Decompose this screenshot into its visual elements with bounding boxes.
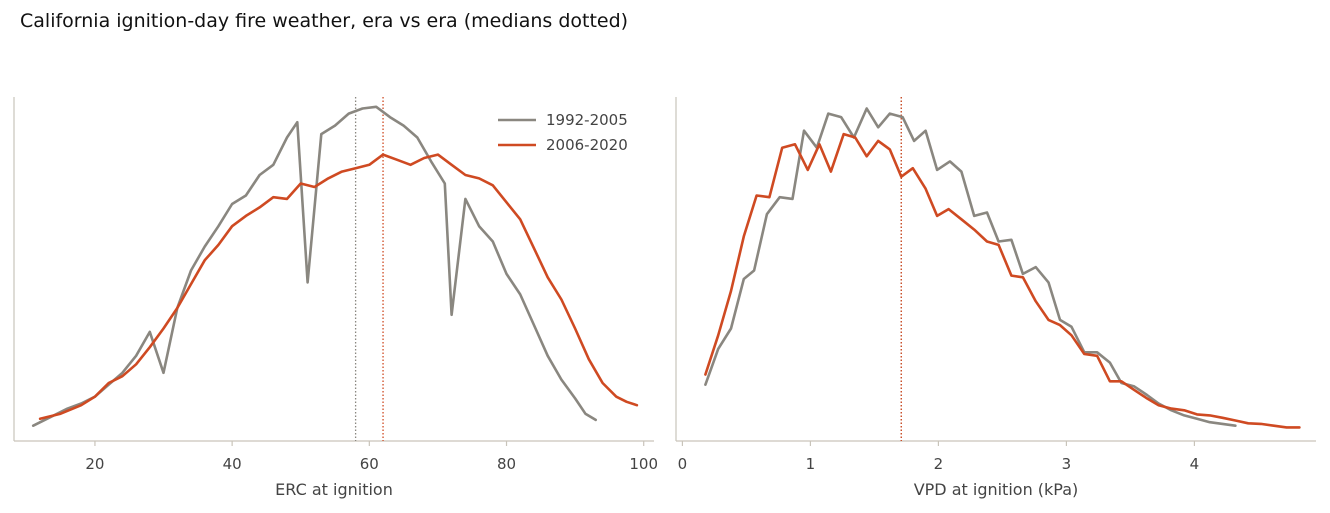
- legend-label-1992-2005: 1992-2005: [546, 111, 628, 129]
- vpd-series-line-1992-2005: [704, 107, 1237, 428]
- legend-label-2006-2020: 2006-2020: [546, 136, 628, 154]
- vpd-x-tick-label: 3: [1062, 455, 1072, 473]
- erc-series-line-2006-2020: [38, 153, 639, 421]
- vpd-x-axis-label: VPD at ignition (kPa): [914, 480, 1079, 499]
- erc-x-ticks: 20 40 60 80 100: [85, 441, 658, 473]
- vpd-x-tick-label: 2: [934, 455, 944, 473]
- erc-series-line-1992-2005: [31, 105, 598, 428]
- erc-x-tick-label: 20: [85, 455, 104, 473]
- erc-median-lines: [354, 97, 384, 441]
- figure-title: California ignition-day fire weather, er…: [20, 10, 629, 32]
- erc-panel: 20 40 60 80 100 ERC at ignition 1992-2005 20…: [13, 97, 658, 499]
- erc-series-lines: [31, 105, 639, 428]
- vpd-series-lines: [704, 107, 1301, 429]
- legend: 1992-2005 2006-2020: [498, 111, 628, 154]
- erc-x-tick-label: 100: [629, 455, 658, 473]
- erc-x-tick-label: 60: [360, 455, 379, 473]
- erc-x-tick-label: 80: [497, 455, 516, 473]
- erc-x-axis-label: ERC at ignition: [275, 480, 393, 499]
- vpd-x-ticks: 0 1 2 3 4: [678, 441, 1200, 473]
- vpd-panel: 0 1 2 3 4 VPD at ignition (kPa): [675, 97, 1316, 499]
- vpd-x-tick-label: 0: [678, 455, 688, 473]
- erc-x-tick-label: 40: [223, 455, 242, 473]
- vpd-x-tick-label: 4: [1190, 455, 1200, 473]
- vpd-x-tick-label: 1: [806, 455, 816, 473]
- vpd-series-line-2006-2020: [704, 132, 1301, 429]
